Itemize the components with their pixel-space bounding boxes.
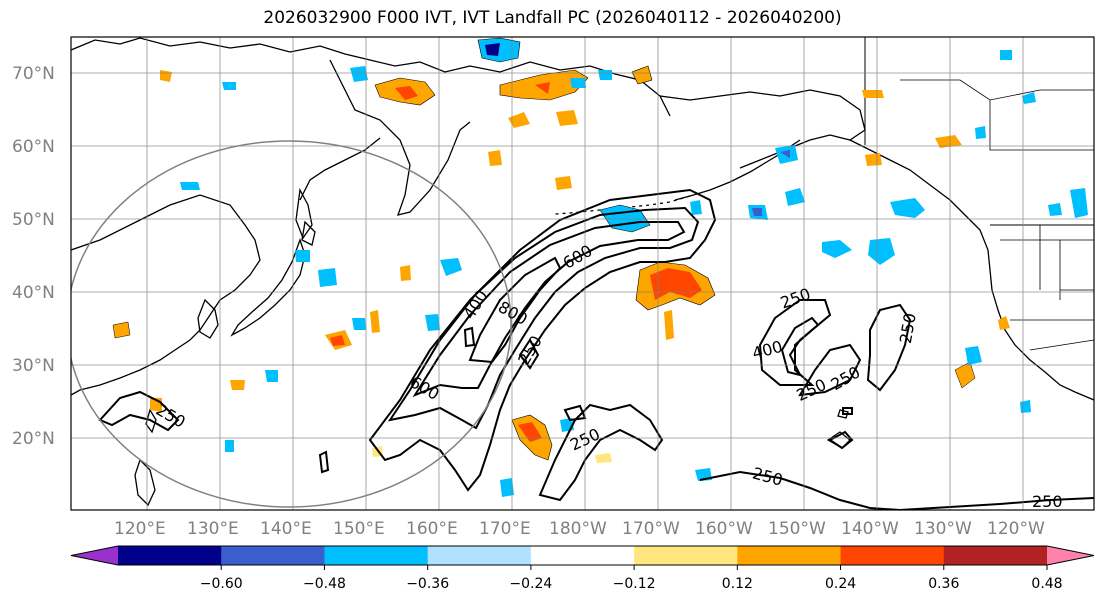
contour-label: 250 bbox=[514, 332, 546, 368]
colorbar bbox=[70, 545, 1095, 566]
lon-label: 150°E bbox=[333, 519, 385, 539]
map-title: 2026032900 F000 IVT, IVT Landfall PC (20… bbox=[263, 8, 842, 28]
lon-label: 160°E bbox=[406, 519, 458, 539]
colorbar-tick-label: 0.24 bbox=[825, 576, 856, 592]
contour-label: 250 bbox=[778, 284, 813, 312]
lat-label: 60°N bbox=[12, 137, 55, 157]
colorbar-ticks: −0.60 −0.48 −0.36 −0.24 −0.12 0.12 0.24 0.36 0.4… bbox=[200, 565, 1063, 592]
contour-label: 600 bbox=[407, 372, 443, 404]
lon-label: 160°W bbox=[695, 519, 753, 539]
lon-label: 180°W bbox=[549, 519, 607, 539]
lon-label: 120°W bbox=[987, 519, 1045, 539]
colorbar-tick-label: −0.48 bbox=[303, 576, 346, 592]
colorbar-outline bbox=[70, 545, 1095, 566]
contour-label: 250 bbox=[794, 375, 830, 405]
colorbar-tick-label: 0.48 bbox=[1031, 576, 1062, 592]
pc-shading bbox=[112, 37, 1088, 497]
lon-label: 170°E bbox=[479, 519, 531, 539]
colorbar-segment bbox=[324, 546, 429, 565]
lat-label: 70°N bbox=[12, 64, 55, 84]
colorbar-segment bbox=[737, 546, 842, 565]
contour-label: 250 bbox=[896, 312, 920, 345]
colorbar-tick-label: −0.12 bbox=[613, 576, 656, 592]
colorbar-segment bbox=[118, 546, 222, 565]
colorbar-segment bbox=[530, 546, 635, 565]
contour-labels: 600 400 800 250 600 250 400 250 250 250 … bbox=[153, 241, 1063, 511]
colorbar-tick-label: 0.12 bbox=[722, 576, 753, 592]
lon-label: 130°W bbox=[914, 519, 972, 539]
contour-label: 600 bbox=[560, 241, 596, 273]
colorbar-segment bbox=[943, 546, 1048, 565]
lon-label: 140°W bbox=[841, 519, 899, 539]
ivt-contours bbox=[98, 188, 1094, 510]
lat-label: 20°N bbox=[12, 429, 55, 449]
lat-axis: 70°N 60°N 50°N 40°N 30°N 20°N bbox=[12, 64, 55, 449]
graticule bbox=[71, 37, 1094, 510]
lon-label: 120°E bbox=[114, 519, 166, 539]
contour-label: 250 bbox=[1032, 492, 1063, 511]
contour-label: 400 bbox=[750, 337, 784, 363]
lon-label: 140°E bbox=[260, 519, 312, 539]
lat-label: 30°N bbox=[12, 356, 55, 376]
colorbar-tick-label: −0.60 bbox=[200, 576, 243, 592]
landfall-ellipse bbox=[71, 140, 512, 508]
lat-label: 40°N bbox=[12, 283, 55, 303]
colorbar-segment bbox=[840, 546, 945, 565]
colorbar-segment bbox=[221, 546, 325, 565]
colorbar-tick-label: −0.36 bbox=[406, 576, 449, 592]
plot-frame bbox=[70, 36, 1095, 511]
contour-label: 800 bbox=[495, 297, 531, 329]
colorbar-extend-min bbox=[71, 546, 118, 565]
lon-axis: 120°E 130°E 140°E 150°E 160°E 170°E 180°… bbox=[114, 519, 1045, 539]
colorbar-segment bbox=[634, 546, 738, 565]
colorbar-tick-label: −0.24 bbox=[509, 576, 552, 592]
colorbar-extend-max bbox=[1047, 546, 1094, 565]
lat-label: 50°N bbox=[12, 210, 55, 230]
contour-label: 250 bbox=[828, 362, 864, 394]
colorbar-tick-label: 0.36 bbox=[928, 576, 959, 592]
lon-label: 130°E bbox=[187, 519, 239, 539]
contour-label: 250 bbox=[750, 463, 784, 489]
lon-label: 150°W bbox=[768, 519, 826, 539]
lon-label: 170°W bbox=[622, 519, 680, 539]
colorbar-segment bbox=[427, 546, 532, 565]
